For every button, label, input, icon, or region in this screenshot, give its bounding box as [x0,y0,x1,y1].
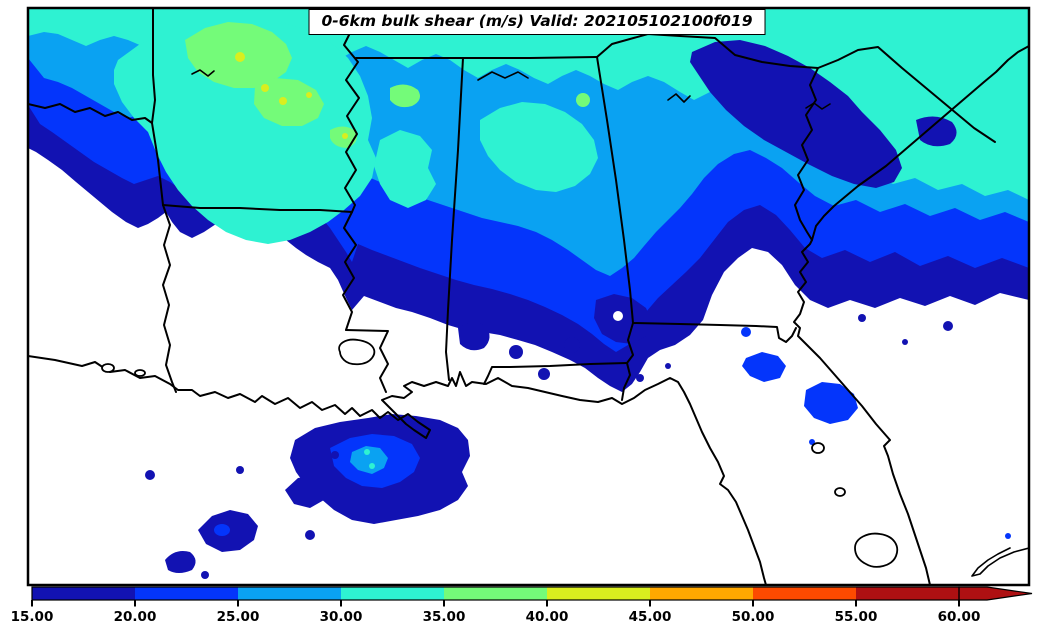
colorbar-tick-label: 60.00 [938,609,981,625]
colorbar-tick-label: 40.00 [526,609,569,625]
patch-ms-turquoise [374,130,436,208]
border-red-river [28,103,153,124]
patch-appalachian-navy [690,40,902,188]
fl-blob-3 [741,327,751,337]
colorbar-tick-label: 55.00 [835,609,878,625]
gulf-dots-2b [214,524,230,536]
lake-pontchartrain [338,338,376,366]
patch-yellow-2 [261,84,269,92]
fl-blob-2 [804,382,858,424]
patch-green-2 [254,78,324,126]
colorbar-extend-arrow [958,586,1033,601]
state-boundaries [28,8,996,401]
blob-coast-1 [636,374,644,382]
gulf-dots-6 [305,530,315,540]
fl-blob-5 [1005,533,1011,539]
border-ok-ar [151,8,156,124]
patch-yellow-3 [279,97,287,105]
gulf-dots-4 [145,470,155,480]
shear-field [28,8,1029,585]
colorbar-segment-20-25 [135,587,238,600]
gulf-dots-3 [285,476,326,508]
tx-lake-1 [101,363,115,373]
squiggle-ar-lake [191,69,215,77]
blob-la-2 [509,345,523,359]
coast-atlantic [793,45,1029,585]
colorbar-tick-label: 45.00 [629,609,672,625]
border-tx-ar [151,122,164,206]
colorbar-tick-label: 20.00 [114,609,157,625]
map-title: 0-6km bulk shear (m/s) Valid: 2021051021… [308,9,766,35]
border-ga-fl [632,322,797,343]
gulf-blob-turq-2 [369,463,375,469]
patch-arkansas-turquoise [114,18,376,244]
colorbar-segment-35-40 [444,587,547,600]
blob-la-4 [564,337,580,353]
atl-dot-3 [902,339,908,345]
colorbar-tick-label: 25.00 [217,609,260,625]
atl-dot-1 [858,314,866,322]
gulf-blob-sky [350,446,388,474]
gulf-dots-7 [201,571,209,579]
blob-coast-2 [665,363,671,369]
patch-green-4 [576,93,590,107]
blob-panhandle [594,294,652,344]
border-ms-la [345,329,389,393]
colorbar-segment-50-55 [753,587,856,600]
squiggle-tennessee-river [477,71,529,81]
patch-alabama-turquoise [480,102,598,192]
fl-lake-2 [834,487,846,497]
colorbar-segment-15-20 [32,587,135,600]
border-ms-al [445,57,464,381]
fl-blob-1 [742,352,786,382]
colorbar-segment-25-30 [238,587,341,600]
border-ar-la [162,204,353,213]
coastline [28,45,1029,585]
border-al-fl [483,362,628,385]
colorbar-tick-label: 35.00 [423,609,466,625]
patch-green-3 [390,84,420,108]
blob-panhandle-hole [613,311,623,321]
colorbar-segment-45-50 [650,587,753,600]
patch-yellow-4 [306,92,312,98]
squiggle-sc-lake [805,102,831,110]
border-tn-south [355,56,598,59]
colorbar-segment-55-60 [856,587,959,600]
colorbar-tick-label: 15.00 [11,609,54,625]
patch-sc-navy-small [916,116,957,147]
border-tx-la-sabine [162,204,177,393]
patch-yellow-1 [235,52,245,62]
squiggle-nc-lake [667,93,691,103]
colorbar-segment-40-45 [547,587,650,600]
blob-la-3 [538,368,550,380]
coast-florida-keys [971,547,1029,577]
river-mississippi [342,8,360,331]
lake-okeechobee [854,532,899,568]
fl-lake-1 [811,442,825,454]
patch-yellow-5 [342,133,348,139]
border-al-ga-chattahoochee [596,56,634,401]
blob-la-1 [458,322,490,351]
gulf-blob-turq-1 [364,449,370,455]
colorbar-tick-label: 50.00 [732,609,775,625]
colorbar-outline [31,586,960,601]
colorbar-tick-label: 30.00 [320,609,363,625]
map-frame [26,6,1031,587]
gulf-dots-1 [165,551,196,573]
colorbar: 15.00 20.00 25.00 30.00 35.00 40.00 45.00 50.00… [11,586,1033,625]
gulf-dots-5 [236,466,244,474]
fl-blob-4 [809,439,815,445]
gulf-dots-8 [331,451,339,459]
atl-dot-2 [943,321,953,331]
coast-gulf [28,355,767,585]
river-savannah [794,67,819,241]
tx-lake-2 [134,369,146,377]
colorbar-segment-30-35 [341,587,444,600]
